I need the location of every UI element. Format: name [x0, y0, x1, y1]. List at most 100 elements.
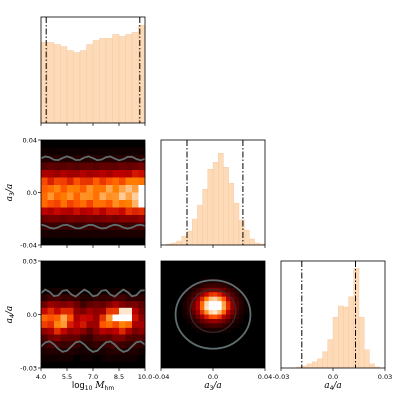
density-cell	[112, 192, 120, 201]
density-cell	[73, 294, 81, 302]
density-cell	[106, 341, 113, 349]
density-cell	[54, 170, 61, 178]
y-tick-label: 0.04	[23, 136, 37, 144]
density-cell	[106, 354, 113, 362]
density-cell	[234, 305, 240, 311]
density-cell	[195, 314, 201, 320]
density-cell	[73, 185, 81, 193]
density-cell	[99, 222, 107, 231]
x-tick-label: 0.04	[258, 373, 272, 381]
density-cell	[234, 283, 240, 289]
density-cell	[234, 287, 240, 293]
density-cell	[93, 327, 100, 335]
density-cell	[234, 314, 240, 320]
histogram-bar	[60, 46, 68, 124]
density-cell	[234, 310, 240, 315]
density-cell	[86, 327, 94, 335]
histogram-bar	[47, 42, 55, 124]
density-cell	[195, 318, 201, 324]
density-cell	[41, 177, 48, 186]
density-cell	[60, 185, 68, 193]
density-cell	[226, 323, 231, 329]
density-cell	[119, 307, 126, 315]
density-cell	[125, 155, 133, 163]
density-cell	[86, 192, 94, 201]
density-cell	[195, 283, 201, 289]
density-cell	[67, 294, 74, 302]
histogram-bar	[66, 50, 74, 124]
density-cell	[60, 314, 68, 322]
density-cell	[86, 354, 94, 362]
density-cell	[191, 323, 196, 329]
density-cell	[125, 170, 133, 178]
density-cell	[119, 321, 126, 329]
density-cell	[54, 155, 61, 163]
histogram-bar	[249, 238, 255, 246]
density-cell	[182, 310, 188, 315]
x-tick-label: -0.03	[273, 373, 290, 381]
density-cell	[93, 162, 100, 171]
density-cell	[60, 341, 68, 349]
density-cell	[54, 192, 61, 201]
density-cell	[125, 347, 133, 355]
density-cell	[60, 334, 68, 342]
density-cell	[112, 321, 120, 329]
density-cell	[208, 305, 214, 311]
density-cell	[86, 314, 94, 322]
density-cell	[243, 310, 248, 315]
density-cell	[67, 287, 74, 295]
density-cell	[138, 230, 146, 238]
density-cell	[138, 147, 146, 156]
density-cell	[200, 287, 205, 293]
density-cell	[80, 177, 87, 186]
density-cell	[47, 170, 55, 178]
density-cell	[200, 296, 205, 302]
x-tick-label: 4.0	[36, 373, 46, 381]
density-cell	[47, 327, 55, 335]
density-cell	[239, 287, 244, 293]
density-cell	[208, 310, 214, 315]
density-cell	[119, 147, 126, 156]
density-cell	[138, 177, 146, 186]
density-cell	[86, 185, 94, 193]
density-cell	[93, 192, 100, 201]
density-cell	[80, 162, 87, 171]
density-cell	[226, 310, 231, 315]
histogram-bar	[312, 361, 318, 369]
density-cell	[93, 334, 100, 342]
density-cell	[80, 207, 87, 216]
density-cell	[60, 354, 68, 362]
density-cell	[47, 334, 55, 342]
density-cell	[239, 292, 244, 297]
density-cell	[99, 147, 107, 156]
histogram-bar	[176, 240, 183, 246]
histogram-bar	[338, 305, 344, 369]
density-cell	[138, 314, 146, 322]
density-cell	[132, 162, 139, 171]
density-cell	[132, 314, 139, 322]
density-cell	[132, 177, 139, 186]
histogram-bar	[364, 349, 370, 369]
density-cell	[86, 334, 94, 342]
density-cell	[73, 347, 81, 355]
density-cell	[73, 192, 81, 201]
density-cell	[119, 314, 126, 322]
density-cell	[182, 301, 188, 306]
density-cell	[112, 294, 120, 302]
density-cell	[138, 207, 146, 216]
density-cell	[119, 327, 126, 335]
density-cell	[86, 147, 94, 156]
density-cell	[138, 170, 146, 178]
density-cell	[41, 294, 48, 302]
density-cell	[67, 341, 74, 349]
contour-line	[189, 288, 237, 333]
density-cell	[208, 327, 214, 333]
density-cell	[226, 287, 231, 293]
density-cell	[221, 287, 227, 293]
density-cell	[138, 341, 146, 349]
density-cell	[99, 177, 107, 186]
density-cell	[86, 215, 94, 223]
density-cell	[41, 200, 48, 208]
density-cell	[73, 301, 81, 309]
